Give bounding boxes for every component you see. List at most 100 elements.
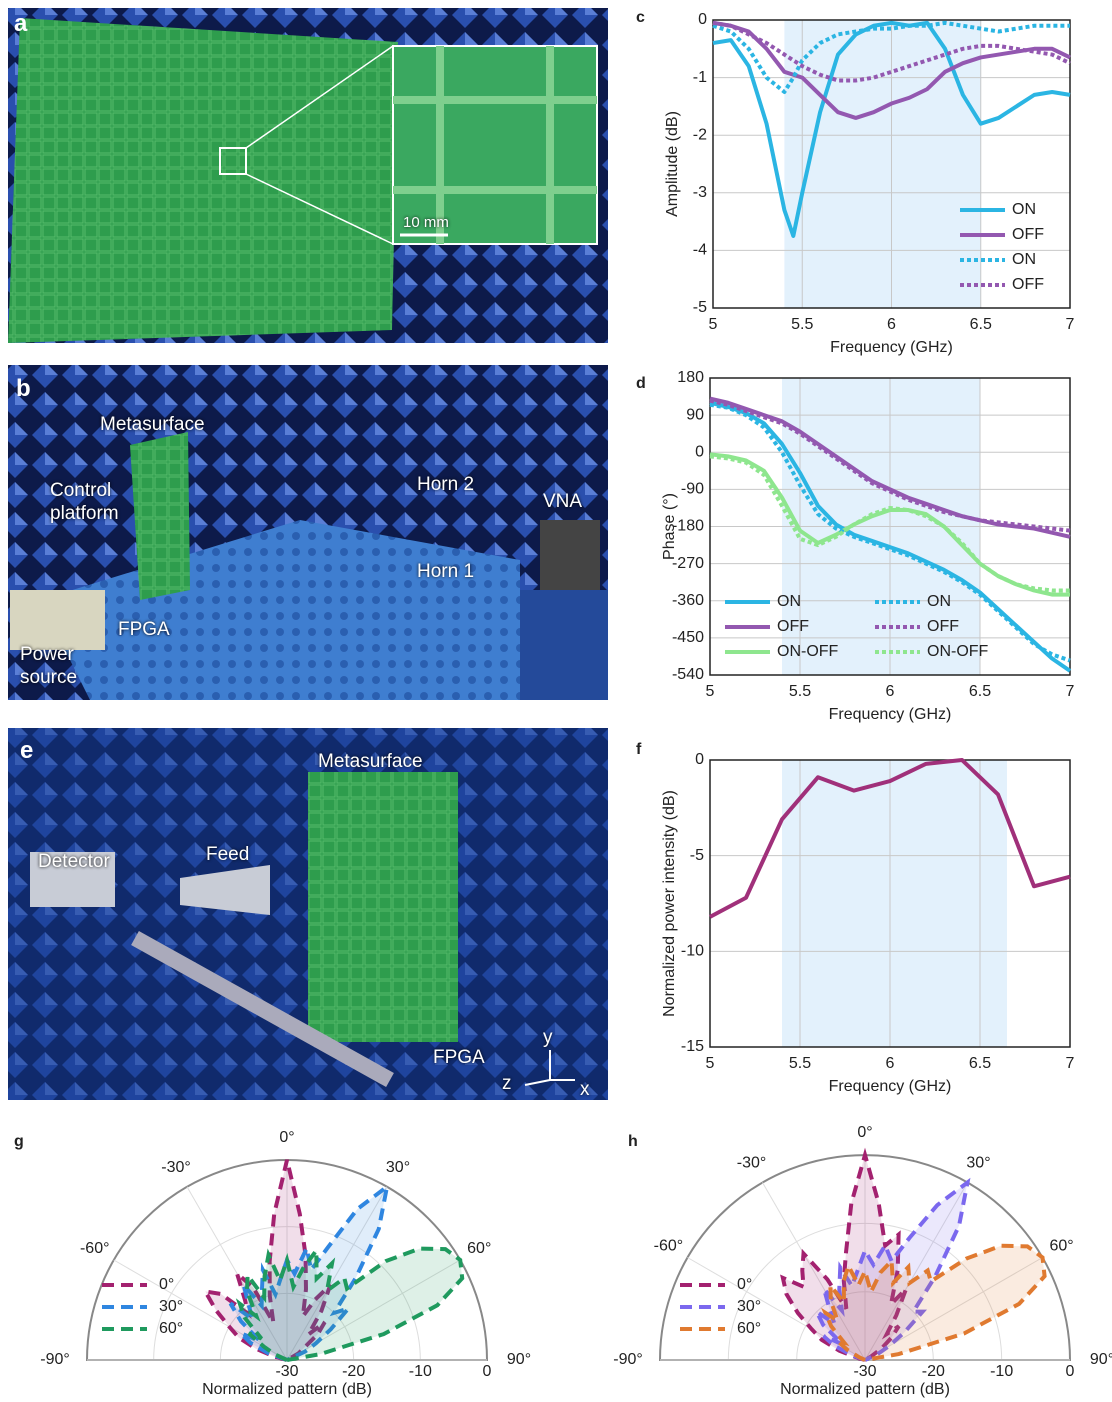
legend-label: OFF [1012, 226, 1044, 243]
annotation: Power source [20, 644, 78, 688]
polar-outline [85, 1159, 489, 1361]
pattern-line [235, 1244, 465, 1362]
plot-frame [709, 377, 1071, 676]
x-tick-label: 7 [1066, 316, 1075, 333]
y-tick-label: 0 [698, 11, 707, 28]
y-axis-label: Amplitude (dB) [664, 111, 681, 217]
annotation: Metasurface [318, 751, 423, 772]
x-tick-label: 5.5 [791, 316, 813, 333]
legend-label: 0° [159, 1276, 174, 1293]
panel-label: d [636, 375, 646, 392]
legend-label: ON [777, 593, 801, 610]
x-tick-label: 6.5 [969, 683, 991, 700]
x-tick-label: 6 [886, 1055, 895, 1072]
r-tick-label: 0 [1066, 1363, 1075, 1380]
zoom-box [219, 147, 247, 175]
series-line [712, 20, 1070, 94]
plot-frame [712, 19, 1071, 309]
shaded-band [782, 760, 1007, 1047]
x-tick-label: 7 [1066, 683, 1075, 700]
grid-spoke [864, 1182, 968, 1361]
series-line [709, 758, 1071, 919]
pattern-line [821, 1243, 1047, 1362]
x-tick-label: 5.5 [789, 683, 811, 700]
r-axis-label: Normalized pattern (dB) [202, 1381, 372, 1398]
y-tick-label: -180 [672, 518, 704, 535]
y-tick-label: -5 [690, 847, 704, 864]
legend-label: 60° [159, 1320, 183, 1337]
r-axis-label: Normalized pattern (dB) [780, 1381, 950, 1398]
r-tick-label: -30 [275, 1363, 298, 1380]
annotation: Horn 1 [417, 561, 475, 582]
scale-label: 10 mm [403, 214, 449, 231]
vna-device [540, 520, 600, 590]
theta-tick-label: -90° [613, 1351, 643, 1368]
metasurface-photo [308, 772, 458, 1042]
x-tick-label: 5 [706, 1055, 715, 1072]
axes-icon [524, 1050, 575, 1086]
series-line [709, 400, 1072, 673]
feed [180, 865, 270, 915]
pattern-line [201, 1159, 333, 1362]
x-axis-label: Frequency (GHz) [829, 706, 952, 723]
series-line [709, 454, 1070, 593]
theta-tick-label: -30° [161, 1159, 191, 1176]
y-tick-label: -15 [681, 1038, 704, 1055]
plot-frame [709, 759, 1071, 1048]
grid-arc [796, 1291, 934, 1361]
theta-tick-label: 30° [966, 1155, 990, 1172]
theta-tick-label: -60° [654, 1238, 684, 1255]
x-tick-label: 6 [887, 316, 896, 333]
annotation: y [543, 1027, 553, 1048]
annotation: Detector [38, 851, 110, 872]
x-tick-label: 6.5 [970, 316, 992, 333]
arm [131, 931, 394, 1087]
legend-label: ON [927, 593, 951, 610]
metasurface-photo [130, 432, 190, 600]
pattern-fill [230, 1186, 387, 1360]
annotation: Control platform [50, 480, 119, 524]
y-tick-label: 90 [686, 406, 704, 423]
grid-arc [727, 1222, 1003, 1361]
y-tick-label: -3 [693, 184, 707, 201]
grid-spoke [113, 1259, 288, 1361]
r-tick-label: -10 [990, 1363, 1013, 1380]
y-tick-label: -540 [672, 666, 704, 683]
shaded-band [784, 20, 981, 308]
y-tick-label: -1 [693, 69, 707, 86]
theta-tick-label: 60° [467, 1240, 491, 1257]
panel-label: c [636, 9, 645, 26]
theta-tick-label: -90° [40, 1351, 70, 1368]
x-tick-label: 6.5 [969, 1055, 991, 1072]
annotation: Feed [206, 844, 250, 865]
x-axis-label: Frequency (GHz) [830, 339, 953, 356]
grid-spoke [186, 1186, 288, 1361]
x-axis-label: Frequency (GHz) [829, 1078, 952, 1095]
annotation: z [502, 1073, 512, 1094]
panel-label: f [636, 741, 642, 758]
zoom-line [245, 173, 394, 245]
y-axis-label: Phase (°) [661, 493, 678, 560]
r-tick-label: -20 [922, 1363, 945, 1380]
pattern-line [780, 1147, 908, 1362]
theta-tick-label: 60° [1049, 1238, 1073, 1255]
annotation: Horn 2 [417, 474, 475, 495]
panel-label: g [14, 1133, 24, 1150]
y-tick-label: -4 [693, 242, 707, 259]
series-line [712, 20, 1071, 238]
annotation: VNA [543, 491, 583, 512]
annotation: Metasurface [100, 414, 205, 435]
inset [392, 45, 598, 245]
pattern-line [811, 1177, 971, 1362]
x-tick-label: 6 [886, 683, 895, 700]
polar-outline [658, 1154, 1072, 1361]
panel-label: b [16, 375, 31, 402]
annotation: FPGA [118, 619, 170, 640]
theta-tick-label: 90° [1090, 1351, 1112, 1368]
r-tick-label: -20 [342, 1363, 365, 1380]
series-line [712, 20, 1071, 120]
series-line [709, 398, 1071, 533]
series-line [712, 20, 1071, 83]
grid-arc [153, 1226, 421, 1361]
